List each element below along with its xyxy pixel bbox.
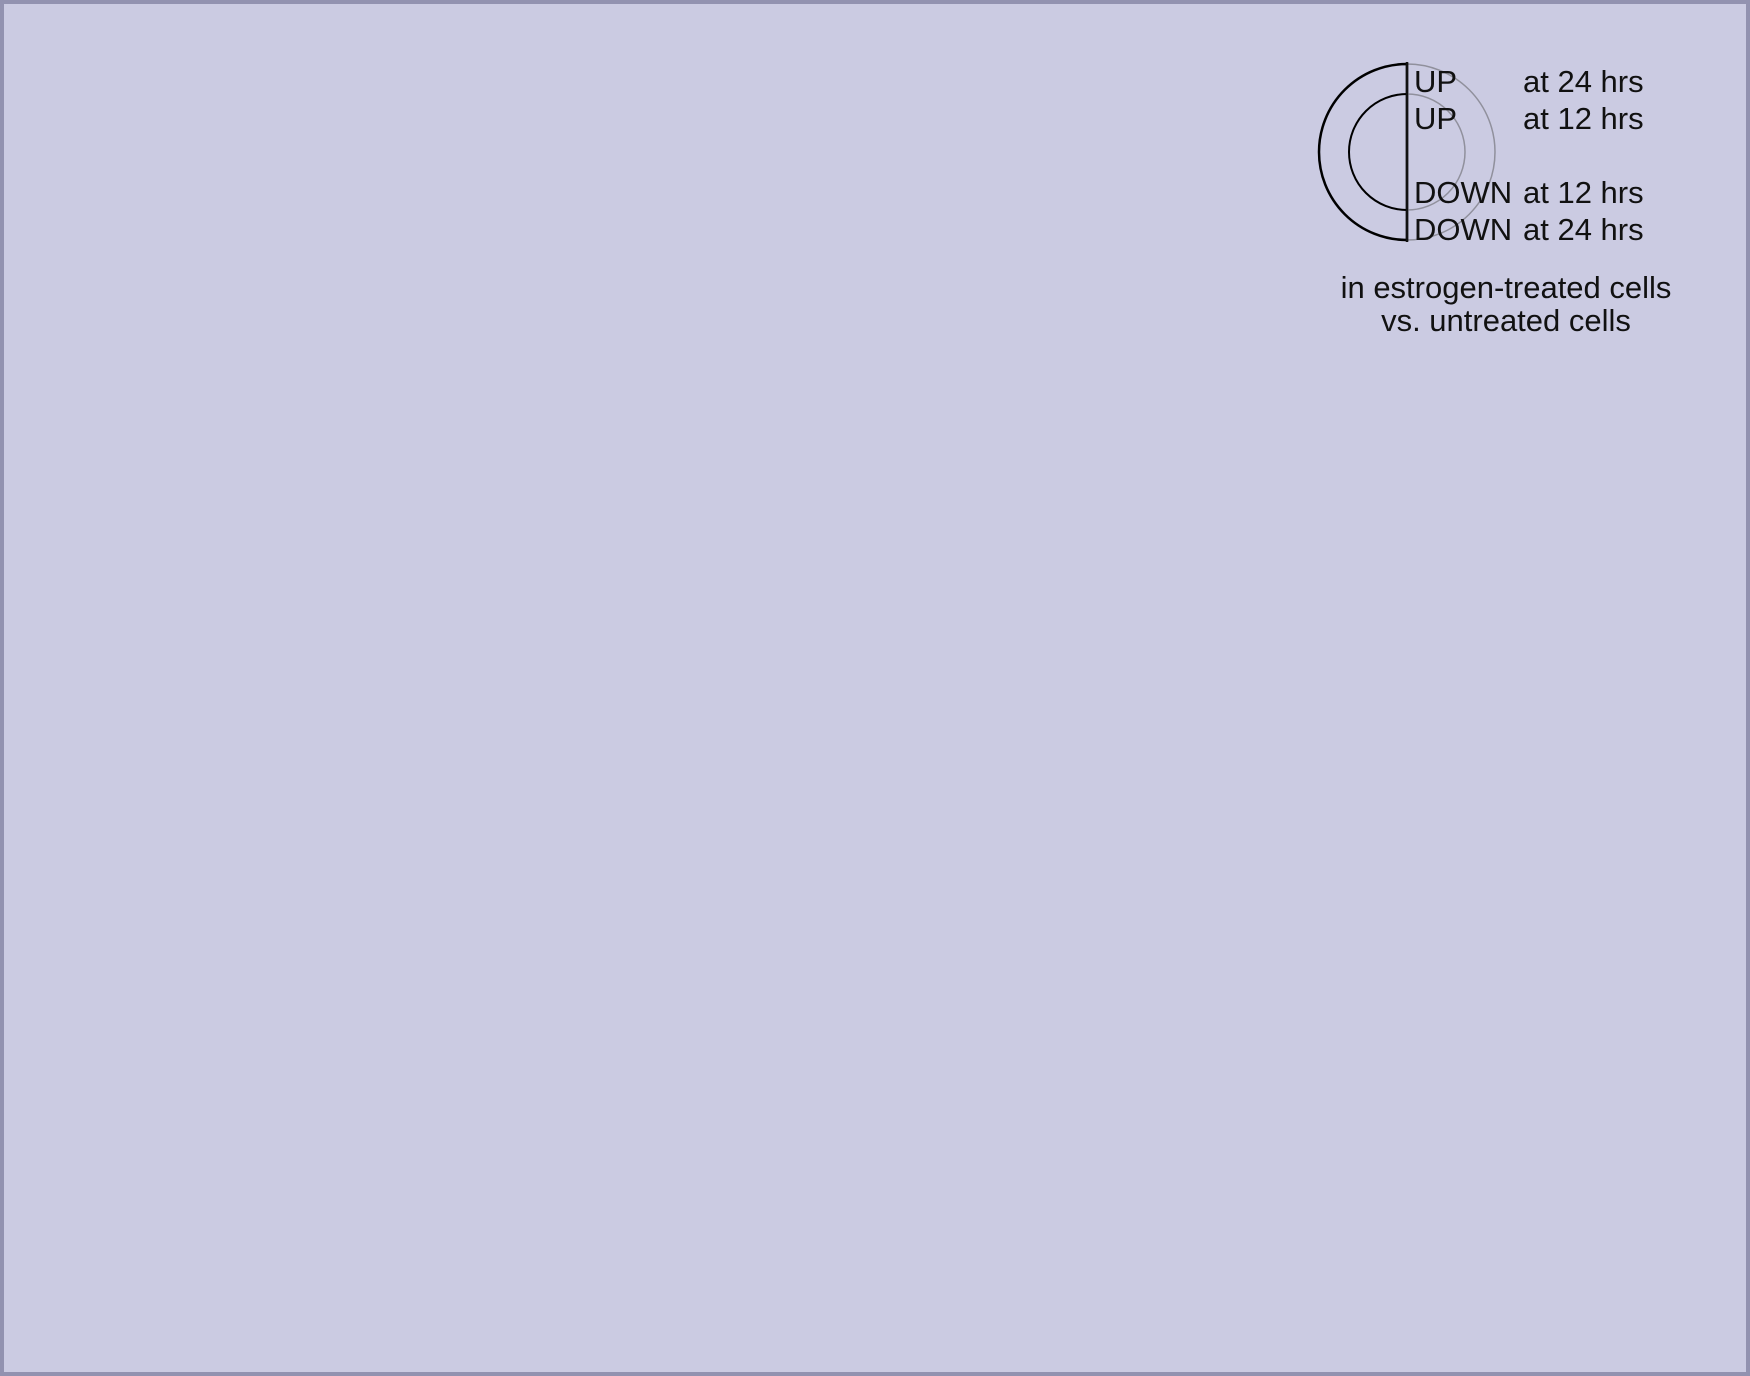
legend-footer-line2: vs. untreated cells bbox=[1381, 303, 1631, 338]
legend-color-wheel-icon bbox=[1317, 62, 1496, 242]
legend-box: UP at 24 hrs UP at 12 hrs DOWN at 12 hrs… bbox=[1317, 62, 1672, 338]
legend-row-up12-direction: UP bbox=[1414, 101, 1457, 136]
legend-row-down24-direction: DOWN bbox=[1414, 212, 1512, 247]
legend-row-up24-direction: UP bbox=[1414, 64, 1457, 99]
legend-footer-line1: in estrogen-treated cells bbox=[1341, 270, 1672, 305]
legend-row-up12-time: at 12 hrs bbox=[1523, 101, 1644, 136]
legend-row-up24-time: at 24 hrs bbox=[1523, 64, 1644, 99]
legend-row-down24-time: at 24 hrs bbox=[1523, 212, 1644, 247]
legend-row-down12-time: at 12 hrs bbox=[1523, 175, 1644, 210]
legend-row-down12-direction: DOWN bbox=[1414, 175, 1512, 210]
